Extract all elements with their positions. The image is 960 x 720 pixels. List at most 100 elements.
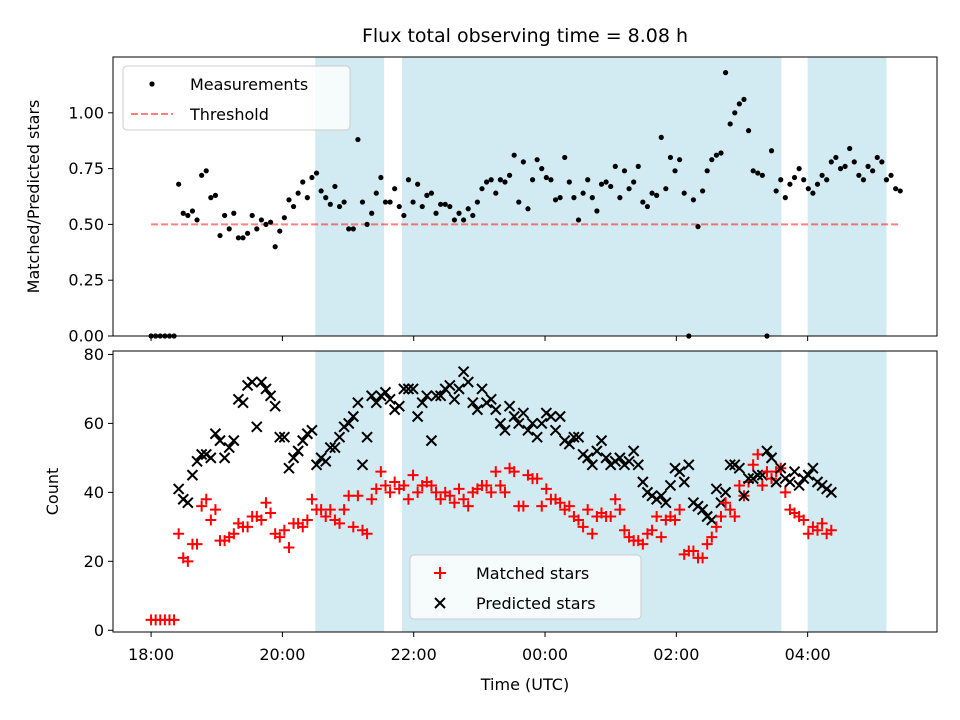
- predicted-star-point: [186, 469, 199, 481]
- measurement-point: [745, 128, 752, 134]
- matched-star-point: [334, 517, 346, 529]
- predicted-star-point: [430, 390, 442, 402]
- measurement-point: [626, 186, 632, 192]
- matched-star-point: [370, 483, 382, 495]
- matched-star-point: [701, 538, 713, 550]
- matched-star-point: [669, 514, 681, 526]
- predicted-star-point: [182, 496, 194, 509]
- predicted-star-point: [448, 393, 461, 405]
- count-axes-frame: [112, 350, 938, 633]
- measurement-point: [240, 235, 246, 241]
- predicted-star-point: [407, 383, 419, 395]
- predicted-star-point: [347, 410, 360, 423]
- measurement-point: [575, 217, 582, 223]
- predicted-star-point: [379, 386, 392, 399]
- measurement-point: [819, 172, 825, 178]
- measurement-point: [304, 195, 310, 201]
- measurement-point: [663, 186, 669, 192]
- matched-star-point: [490, 466, 502, 478]
- matched-star-point: [605, 510, 617, 522]
- measurement-point: [277, 228, 283, 234]
- count-y-tick-label: 40: [84, 483, 104, 502]
- measurement-point: [419, 203, 425, 210]
- count-x-tick-label: 02:00: [653, 645, 699, 664]
- predicted-star-point: [343, 417, 355, 430]
- measurement-point: [791, 174, 798, 181]
- count-legend-box: [409, 554, 642, 620]
- predicted-star-point: [549, 424, 562, 437]
- predicted-star-point: [825, 486, 837, 499]
- measurement-point: [254, 226, 260, 232]
- matched-star-point: [430, 486, 442, 498]
- legend-marker-matched: [434, 567, 446, 579]
- ratio-y-axis-label: Matched/Predicted stars: [24, 100, 43, 294]
- predicted-star-point: [719, 486, 732, 499]
- ratio-y-tick-label: 0.75: [68, 159, 104, 178]
- matched-star-point: [173, 528, 185, 540]
- measurement-point: [589, 195, 595, 201]
- predicted-star-point: [191, 455, 203, 468]
- matched-star-point: [586, 528, 598, 540]
- matched-star-point: [366, 493, 378, 505]
- ratio-y-tick-label: 0.25: [68, 271, 104, 290]
- measurement-point: [258, 217, 264, 223]
- matched-star-point: [462, 500, 474, 512]
- measurement-point: [465, 206, 471, 212]
- matched-star-point: [242, 521, 254, 533]
- predicted-star-point: [508, 410, 520, 423]
- measurement-point: [516, 199, 522, 205]
- measurement-point: [778, 177, 784, 183]
- measurement-point: [332, 183, 338, 190]
- measurement-point: [226, 226, 232, 232]
- measurement-point: [438, 201, 444, 207]
- matched-star-point: [200, 493, 212, 505]
- matched-star-point: [260, 497, 272, 509]
- measurement-point: [410, 199, 416, 205]
- measurement-point: [199, 172, 205, 178]
- measurement-point: [828, 159, 834, 165]
- count-x-tick-label: 18:00: [128, 645, 174, 664]
- matched-star-point: [481, 479, 493, 491]
- measurement-point: [488, 177, 494, 183]
- measurement-point: [364, 221, 370, 227]
- measurement-point: [497, 177, 503, 183]
- matched-star-point: [297, 521, 309, 533]
- predicted-star-point: [214, 434, 226, 447]
- matched-star-point: [674, 504, 686, 516]
- matched-star-point: [306, 493, 318, 505]
- measurement-point: [805, 186, 811, 192]
- measurement-point: [373, 190, 379, 196]
- count-y-tick-label: 20: [84, 552, 104, 571]
- measurement-point: [286, 197, 292, 203]
- predicted-star-point: [632, 459, 644, 471]
- predicted-star-point: [195, 448, 208, 461]
- measurement-point: [231, 210, 237, 216]
- predicted-star-point: [522, 424, 534, 437]
- measurement-point: [709, 157, 715, 163]
- matched-star-point: [517, 500, 529, 512]
- matched-star-point: [324, 504, 336, 516]
- measurement-point: [865, 163, 871, 169]
- predicted-star-point: [218, 452, 231, 464]
- measurement-point: [424, 192, 430, 198]
- matched-star-point: [812, 524, 824, 536]
- measurement-point: [888, 172, 894, 178]
- measurement-point: [649, 190, 655, 196]
- matched-star-point: [182, 555, 194, 567]
- measurement-point: [309, 174, 315, 181]
- legend-marker-predicted: [434, 597, 446, 609]
- count-y-tick-label: 80: [84, 345, 104, 364]
- measurement-point: [837, 166, 844, 172]
- count-panel: 0 20 40 60 80 18:00 20:00 22:00 00:00 02:00 04:00 T…: [43, 345, 938, 694]
- measurement-point: [415, 181, 421, 187]
- predicted-star-point: [411, 410, 424, 423]
- predicted-star-point: [793, 479, 805, 492]
- measurement-point: [824, 177, 830, 183]
- measurement-point: [621, 168, 628, 174]
- measurement-point: [300, 179, 306, 185]
- predicted-star-point: [581, 452, 594, 464]
- matched-star-point: [729, 510, 741, 522]
- predicted-star-point: [310, 459, 323, 471]
- measurement-point: [727, 121, 733, 127]
- chart-title: Flux total observing time = 8.08 h: [362, 25, 688, 47]
